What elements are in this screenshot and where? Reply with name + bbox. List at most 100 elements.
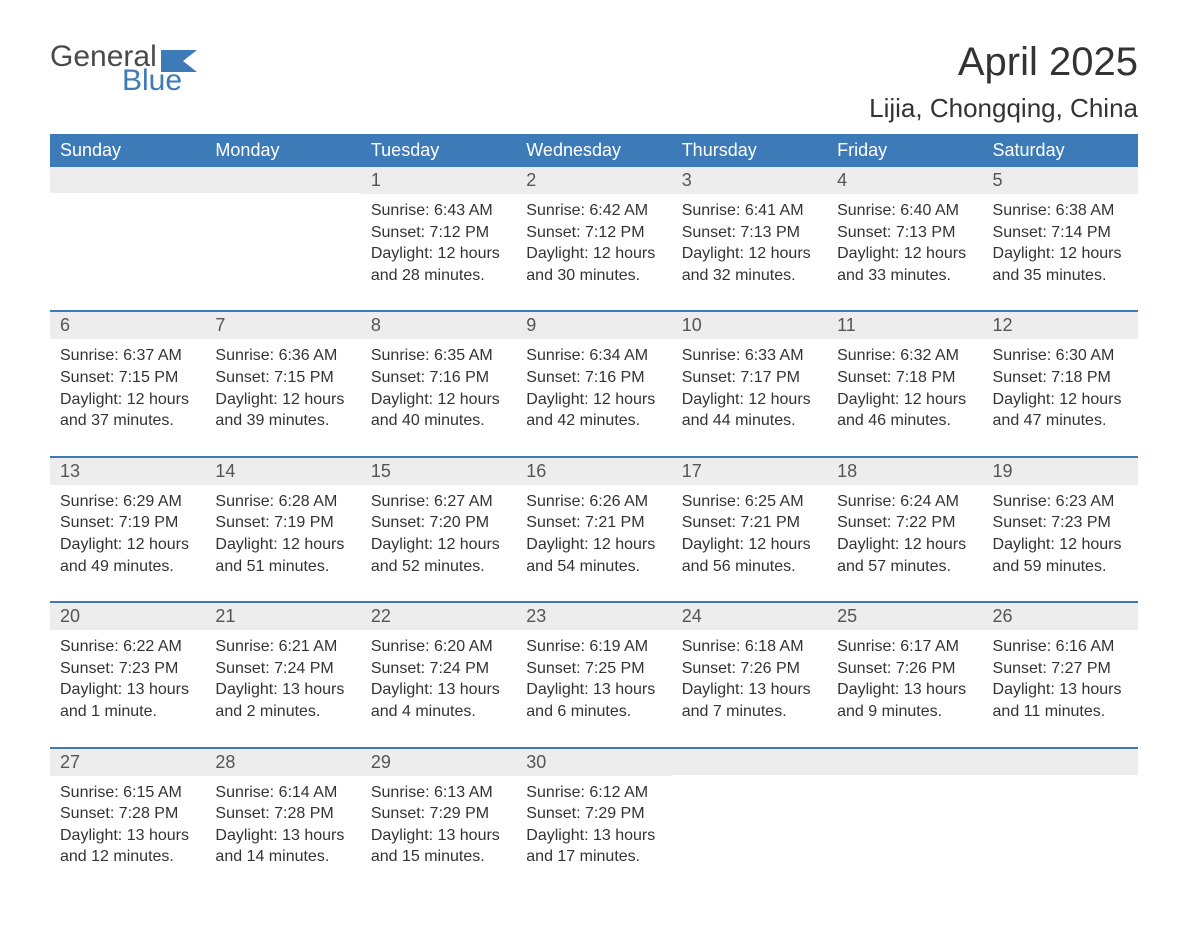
daylight-line-1: Daylight: 13 hours <box>526 825 661 847</box>
sunrise-line: Sunrise: 6:15 AM <box>60 782 195 804</box>
sunset-line: Sunset: 7:29 PM <box>371 803 506 825</box>
daylight-line-1: Daylight: 13 hours <box>371 679 506 701</box>
calendar-cell: 1Sunrise: 6:43 AMSunset: 7:12 PMDaylight… <box>361 167 516 311</box>
day-number: 23 <box>516 603 671 630</box>
sunrise-line: Sunrise: 6:13 AM <box>371 782 506 804</box>
sunrise-line: Sunrise: 6:40 AM <box>837 200 972 222</box>
calendar-cell: 8Sunrise: 6:35 AMSunset: 7:16 PMDaylight… <box>361 311 516 456</box>
day-content: Sunrise: 6:32 AMSunset: 7:18 PMDaylight:… <box>827 339 982 455</box>
logo: General Blue <box>50 40 197 98</box>
daylight-line-2: and 49 minutes. <box>60 556 195 578</box>
calendar-cell: 4Sunrise: 6:40 AMSunset: 7:13 PMDaylight… <box>827 167 982 311</box>
day-number: 28 <box>205 749 360 776</box>
daylight-line-1: Daylight: 12 hours <box>837 243 972 265</box>
day-content: Sunrise: 6:12 AMSunset: 7:29 PMDaylight:… <box>516 776 671 892</box>
daylight-line-1: Daylight: 12 hours <box>371 243 506 265</box>
daylight-line-2: and 52 minutes. <box>371 556 506 578</box>
location-subtitle: Lijia, Chongqing, China <box>869 93 1138 124</box>
daylight-line-1: Daylight: 12 hours <box>371 389 506 411</box>
daylight-line-2: and 56 minutes. <box>682 556 817 578</box>
day-content <box>983 775 1138 885</box>
sunset-line: Sunset: 7:23 PM <box>993 512 1128 534</box>
sunset-line: Sunset: 7:27 PM <box>993 658 1128 680</box>
daylight-line-2: and 35 minutes. <box>993 265 1128 287</box>
daylight-line-2: and 42 minutes. <box>526 410 661 432</box>
calendar-cell: 13Sunrise: 6:29 AMSunset: 7:19 PMDayligh… <box>50 457 205 602</box>
day-number: 12 <box>983 312 1138 339</box>
page-title: April 2025 <box>869 40 1138 85</box>
sunrise-line: Sunrise: 6:37 AM <box>60 345 195 367</box>
calendar-cell: 12Sunrise: 6:30 AMSunset: 7:18 PMDayligh… <box>983 311 1138 456</box>
daylight-line-1: Daylight: 13 hours <box>371 825 506 847</box>
sunset-line: Sunset: 7:26 PM <box>682 658 817 680</box>
sunset-line: Sunset: 7:14 PM <box>993 222 1128 244</box>
day-number: 5 <box>983 167 1138 194</box>
calendar-cell: 11Sunrise: 6:32 AMSunset: 7:18 PMDayligh… <box>827 311 982 456</box>
daylight-line-2: and 6 minutes. <box>526 701 661 723</box>
day-content: Sunrise: 6:35 AMSunset: 7:16 PMDaylight:… <box>361 339 516 455</box>
day-number: 27 <box>50 749 205 776</box>
daylight-line-2: and 39 minutes. <box>215 410 350 432</box>
sunset-line: Sunset: 7:17 PM <box>682 367 817 389</box>
calendar-cell: 25Sunrise: 6:17 AMSunset: 7:26 PMDayligh… <box>827 602 982 747</box>
column-header: Friday <box>827 134 982 167</box>
daylight-line-2: and 14 minutes. <box>215 846 350 868</box>
daylight-line-1: Daylight: 13 hours <box>215 825 350 847</box>
sunrise-line: Sunrise: 6:17 AM <box>837 636 972 658</box>
daylight-line-1: Daylight: 13 hours <box>60 679 195 701</box>
calendar-week: 20Sunrise: 6:22 AMSunset: 7:23 PMDayligh… <box>50 602 1138 747</box>
day-content: Sunrise: 6:30 AMSunset: 7:18 PMDaylight:… <box>983 339 1138 455</box>
daylight-line-1: Daylight: 12 hours <box>837 534 972 556</box>
daylight-line-1: Daylight: 12 hours <box>215 389 350 411</box>
calendar-cell: 7Sunrise: 6:36 AMSunset: 7:15 PMDaylight… <box>205 311 360 456</box>
column-header: Thursday <box>672 134 827 167</box>
daylight-line-1: Daylight: 12 hours <box>993 534 1128 556</box>
sunrise-line: Sunrise: 6:19 AM <box>526 636 661 658</box>
daylight-line-2: and 51 minutes. <box>215 556 350 578</box>
day-number: 19 <box>983 458 1138 485</box>
day-content: Sunrise: 6:23 AMSunset: 7:23 PMDaylight:… <box>983 485 1138 601</box>
sunrise-line: Sunrise: 6:41 AM <box>682 200 817 222</box>
sunset-line: Sunset: 7:22 PM <box>837 512 972 534</box>
calendar-cell: 5Sunrise: 6:38 AMSunset: 7:14 PMDaylight… <box>983 167 1138 311</box>
daylight-line-2: and 54 minutes. <box>526 556 661 578</box>
daylight-line-2: and 47 minutes. <box>993 410 1128 432</box>
calendar-table: SundayMondayTuesdayWednesdayThursdayFrid… <box>50 134 1138 892</box>
sunrise-line: Sunrise: 6:36 AM <box>215 345 350 367</box>
day-content: Sunrise: 6:18 AMSunset: 7:26 PMDaylight:… <box>672 630 827 746</box>
calendar-cell: 19Sunrise: 6:23 AMSunset: 7:23 PMDayligh… <box>983 457 1138 602</box>
daylight-line-2: and 30 minutes. <box>526 265 661 287</box>
daylight-line-2: and 11 minutes. <box>993 701 1128 723</box>
day-number: 17 <box>672 458 827 485</box>
daylight-line-1: Daylight: 13 hours <box>682 679 817 701</box>
sunrise-line: Sunrise: 6:42 AM <box>526 200 661 222</box>
sunrise-line: Sunrise: 6:23 AM <box>993 491 1128 513</box>
sunset-line: Sunset: 7:24 PM <box>371 658 506 680</box>
flag-icon <box>161 46 197 68</box>
sunrise-line: Sunrise: 6:35 AM <box>371 345 506 367</box>
sunset-line: Sunset: 7:26 PM <box>837 658 972 680</box>
day-content: Sunrise: 6:33 AMSunset: 7:17 PMDaylight:… <box>672 339 827 455</box>
day-content: Sunrise: 6:34 AMSunset: 7:16 PMDaylight:… <box>516 339 671 455</box>
day-content <box>827 775 982 885</box>
column-header: Sunday <box>50 134 205 167</box>
daylight-line-2: and 4 minutes. <box>371 701 506 723</box>
day-content: Sunrise: 6:17 AMSunset: 7:26 PMDaylight:… <box>827 630 982 746</box>
day-number: 22 <box>361 603 516 630</box>
sunset-line: Sunset: 7:28 PM <box>60 803 195 825</box>
day-content: Sunrise: 6:27 AMSunset: 7:20 PMDaylight:… <box>361 485 516 601</box>
day-content <box>672 775 827 885</box>
sunrise-line: Sunrise: 6:27 AM <box>371 491 506 513</box>
daylight-line-2: and 57 minutes. <box>837 556 972 578</box>
daylight-line-1: Daylight: 13 hours <box>60 825 195 847</box>
sunrise-line: Sunrise: 6:34 AM <box>526 345 661 367</box>
day-content: Sunrise: 6:41 AMSunset: 7:13 PMDaylight:… <box>672 194 827 310</box>
day-number <box>672 749 827 775</box>
daylight-line-2: and 7 minutes. <box>682 701 817 723</box>
day-number: 16 <box>516 458 671 485</box>
day-number: 15 <box>361 458 516 485</box>
day-number: 29 <box>361 749 516 776</box>
calendar-cell: 6Sunrise: 6:37 AMSunset: 7:15 PMDaylight… <box>50 311 205 456</box>
sunrise-line: Sunrise: 6:14 AM <box>215 782 350 804</box>
calendar-cell: 29 Sunrise: 6:13 AMSunset: 7:29 PMDayligh… <box>361 748 516 892</box>
